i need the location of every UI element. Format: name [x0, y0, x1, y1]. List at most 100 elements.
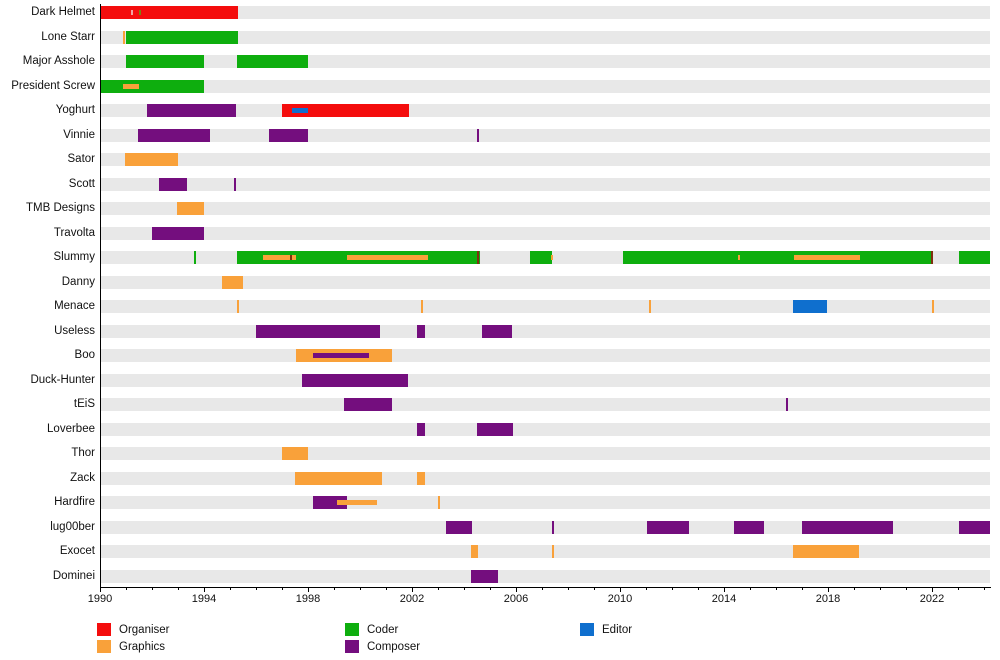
- bar-segment-coder: [959, 251, 991, 265]
- bar-segment-coder: [100, 79, 204, 93]
- row-track: [100, 226, 990, 240]
- bar-segment-composer: [137, 128, 211, 142]
- legend-swatch-graphics: [97, 640, 111, 653]
- row-track: [100, 373, 990, 387]
- row-track: [100, 79, 990, 93]
- bar-segment-coder: [236, 55, 308, 69]
- bar-segment-mark-dark: [289, 255, 292, 261]
- bar-segment-editor: [792, 300, 827, 314]
- row-label: lug00ber: [50, 520, 95, 533]
- row-track: [100, 177, 990, 191]
- row-label: Yoghurt: [55, 104, 95, 117]
- bar-segment-organiser: [282, 104, 410, 118]
- bar-segment-graphics: [176, 202, 204, 216]
- bar-segment-composer: [301, 373, 409, 387]
- bar-segment-graphics: [792, 545, 860, 559]
- bar-segment-graphics: [123, 30, 126, 44]
- bar-segment-composer: [256, 324, 380, 338]
- axis-tick: [906, 587, 907, 590]
- axis-tick-label: 1998: [295, 593, 321, 605]
- bar-segment-composer: [786, 398, 789, 412]
- bar-segment-composer: [152, 226, 204, 240]
- row-track: [100, 520, 990, 534]
- bar-segment-mark-dark: [477, 251, 479, 265]
- bar-segment-composer: [417, 422, 425, 436]
- row-label: tEiS: [73, 398, 95, 411]
- bar-segment-graphics: [124, 153, 178, 167]
- bar-segment-composer: [269, 128, 308, 142]
- axis-tick: [880, 587, 881, 590]
- row-track: [100, 447, 990, 461]
- axis-tick-label: 1990: [87, 593, 113, 605]
- bar-segment-composer: [959, 520, 991, 534]
- legend-swatch-organiser: [97, 623, 111, 636]
- row-label: Scott: [68, 177, 95, 190]
- row-label: Thor: [71, 447, 95, 460]
- row-track: [100, 300, 990, 314]
- bar-segment-graphics: [738, 255, 741, 261]
- bar-segment-graphics: [282, 447, 308, 461]
- bar-segment-composer: [313, 496, 347, 510]
- row-label: Travolta: [53, 226, 95, 239]
- bar-segment-composer: [146, 104, 237, 118]
- axis-tick: [282, 587, 283, 590]
- axis-tick: [516, 587, 517, 592]
- bar-segment-graphics: [417, 471, 425, 485]
- axis-tick: [854, 587, 855, 590]
- legend-swatch-coder: [345, 623, 359, 636]
- bar-segment-graphics: [123, 83, 139, 89]
- row-label: Loverbee: [47, 422, 95, 435]
- bar-segment-composer: [552, 520, 555, 534]
- bar-segment-coder: [622, 251, 932, 265]
- bar-segment-composer: [344, 398, 393, 412]
- axis-tick: [802, 587, 803, 590]
- bar-segment-composer: [233, 177, 236, 191]
- bar-segment-coder: [193, 251, 196, 265]
- axis-tick: [594, 587, 595, 590]
- axis-tick: [932, 587, 933, 592]
- axis-tick: [672, 587, 673, 590]
- axis-tick: [646, 587, 647, 590]
- axis-tick-label: 2022: [919, 593, 945, 605]
- bar-segment-coder: [126, 55, 204, 69]
- axis-tick: [126, 587, 127, 590]
- row-track: [100, 349, 990, 363]
- axis-tick: [230, 587, 231, 590]
- axis-tick: [828, 587, 829, 592]
- legend-label: Composer: [367, 641, 421, 653]
- row-track: [100, 471, 990, 485]
- row-label: President Screw: [11, 79, 95, 92]
- bar-segment-composer: [313, 353, 370, 359]
- axis-tick: [308, 587, 309, 592]
- bar-segment-composer: [734, 520, 765, 534]
- axis-tick-label: 2014: [711, 593, 737, 605]
- axis-tick: [100, 587, 101, 592]
- bar-segment-graphics: [421, 300, 424, 314]
- axis-tick: [776, 587, 777, 590]
- axis-tick: [178, 587, 179, 590]
- row-label: Major Asshole: [22, 55, 95, 68]
- row-label: Exocet: [59, 545, 95, 558]
- axis-tick: [490, 587, 491, 590]
- row-label: Sator: [67, 153, 96, 166]
- row-label: Zack: [70, 471, 95, 484]
- row-track: [100, 496, 990, 510]
- row-label: Lone Starr: [41, 30, 95, 43]
- bar-segment-graphics: [236, 300, 239, 314]
- axis-tick-label: 1994: [191, 593, 217, 605]
- bar-segment-graphics: [648, 300, 651, 314]
- axis-tick-label: 2010: [607, 593, 633, 605]
- axis-tick-label: 2006: [503, 593, 529, 605]
- bar-segment-composer: [802, 520, 893, 534]
- axis-tick: [438, 587, 439, 590]
- bar-segment-graphics: [794, 255, 861, 261]
- row-label: Useless: [54, 324, 95, 337]
- bar-segment-graphics: [932, 300, 934, 314]
- row-track: [100, 545, 990, 559]
- bar-segment-mark-pink: [131, 10, 134, 15]
- row-track: [100, 569, 990, 583]
- axis-tick: [698, 587, 699, 590]
- row-track: [100, 275, 990, 289]
- bar-segment-organiser: [100, 6, 238, 19]
- row-track: [100, 6, 990, 19]
